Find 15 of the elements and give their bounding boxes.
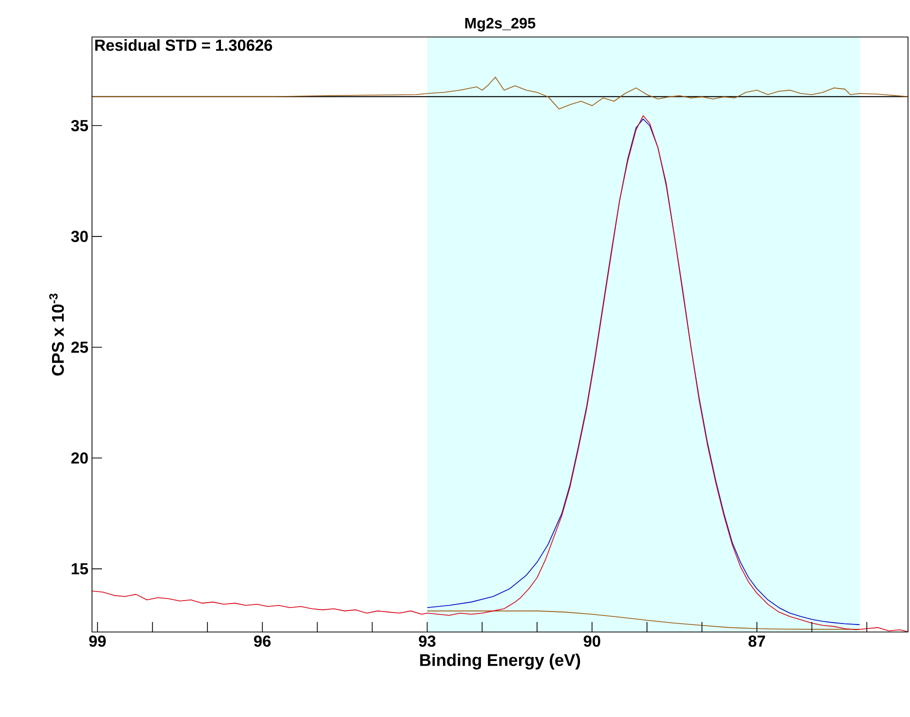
y-tick-label: 25 bbox=[71, 342, 88, 353]
annotation: Residual STD = 1.30626 bbox=[95, 39, 272, 51]
x-tick-label: 93 bbox=[418, 636, 436, 647]
line-series bbox=[92, 76, 908, 110]
y-tick-label: 20 bbox=[71, 452, 88, 464]
y-tick-label: 30 bbox=[71, 230, 88, 242]
y-tick-label: 35 bbox=[71, 120, 88, 132]
x-tick-label: 96 bbox=[254, 636, 271, 647]
x-tick-label: 90 bbox=[584, 636, 600, 647]
chart-title: Mg2s_295 bbox=[465, 18, 536, 32]
x-tick-label: 99 bbox=[89, 636, 106, 647]
x-tick-label: 87 bbox=[748, 636, 766, 647]
y-tick-label: 15 bbox=[72, 563, 88, 574]
x-axis-title: Binding Energy (eV) bbox=[420, 654, 580, 670]
y-axis-title: CPS x 10$^{-3}$ bbox=[49, 294, 64, 376]
